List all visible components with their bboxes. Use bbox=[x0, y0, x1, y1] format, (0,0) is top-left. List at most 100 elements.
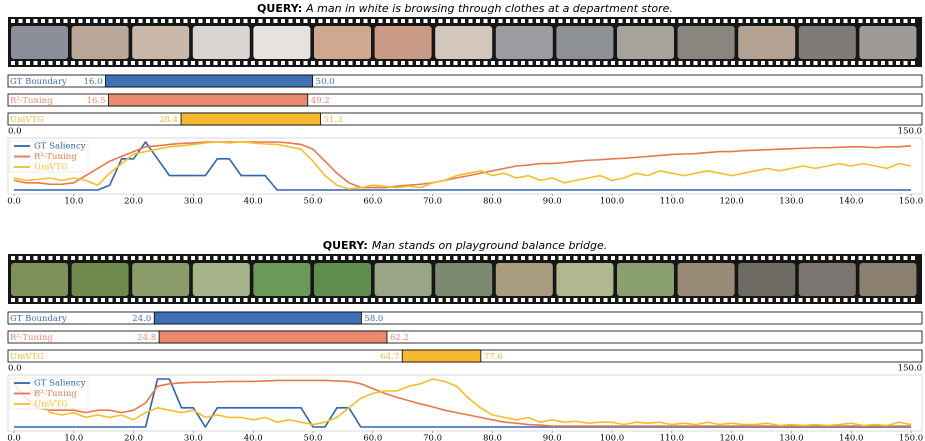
sprocket bbox=[513, 61, 518, 65]
sprocket bbox=[146, 298, 150, 302]
sprocket bbox=[671, 19, 675, 23]
sprocket bbox=[656, 19, 660, 23]
sprocket bbox=[611, 61, 615, 65]
sprocket bbox=[738, 298, 743, 302]
boundary-bar bbox=[108, 93, 309, 107]
sprocket bbox=[288, 298, 293, 302]
sprocket bbox=[813, 298, 818, 302]
sprocket bbox=[363, 298, 368, 302]
sprocket bbox=[761, 298, 765, 302]
sprocket bbox=[303, 256, 308, 260]
boundary-bar bbox=[105, 74, 314, 88]
sprocket bbox=[183, 298, 188, 302]
sprocket bbox=[603, 298, 608, 302]
sprocket bbox=[783, 256, 788, 260]
sprocket bbox=[101, 61, 105, 65]
video-frame bbox=[859, 263, 917, 296]
sprocket bbox=[221, 256, 225, 260]
query-text: A man in white is browsing through cloth… bbox=[305, 2, 673, 15]
sprocket bbox=[26, 298, 30, 302]
video-frame bbox=[495, 26, 553, 59]
sprocket bbox=[581, 298, 585, 302]
sprocket bbox=[828, 19, 833, 23]
sprocket bbox=[258, 19, 263, 23]
boundary-tick-label: 0.0 bbox=[8, 364, 22, 374]
sprocket bbox=[536, 19, 540, 23]
boundary-row bbox=[7, 112, 923, 126]
sprocket bbox=[783, 298, 788, 302]
sprocket bbox=[318, 19, 323, 23]
sprocket bbox=[738, 61, 743, 65]
sprocket bbox=[528, 19, 533, 23]
sprocket bbox=[828, 298, 833, 302]
boundary-start: 24.0 bbox=[132, 314, 151, 324]
sprocket bbox=[41, 256, 45, 260]
video-frame bbox=[738, 263, 796, 296]
x-tick-label: 90.0 bbox=[543, 434, 562, 441]
sprocket bbox=[116, 298, 120, 302]
sprocket bbox=[753, 61, 758, 65]
sprocket bbox=[911, 298, 915, 302]
sprocket bbox=[821, 61, 825, 65]
sprocket bbox=[176, 19, 180, 23]
series-line bbox=[13, 141, 912, 190]
x-tick-label: 70.0 bbox=[423, 434, 442, 441]
plot-frame bbox=[7, 137, 923, 195]
sprocket bbox=[911, 256, 915, 260]
sprocket bbox=[123, 298, 128, 302]
series-line bbox=[13, 141, 912, 189]
query-label: QUERY: bbox=[323, 239, 368, 252]
sprocket bbox=[558, 298, 563, 302]
boundary-end: 49.2 bbox=[311, 96, 330, 106]
sprocket bbox=[438, 256, 443, 260]
x-tick-label: 10.0 bbox=[64, 197, 83, 207]
sprocket bbox=[303, 61, 308, 65]
sprocket bbox=[641, 61, 645, 65]
sprocket bbox=[198, 298, 203, 302]
sprocket bbox=[318, 61, 323, 65]
boundary-bar bbox=[153, 311, 362, 325]
sprocket bbox=[213, 298, 218, 302]
sprocket bbox=[356, 298, 360, 302]
sprocket bbox=[453, 61, 458, 65]
sprocket bbox=[236, 298, 240, 302]
sprocket bbox=[311, 298, 315, 302]
sprocket bbox=[183, 61, 188, 65]
sprocket bbox=[746, 19, 750, 23]
sprocket bbox=[63, 19, 68, 23]
sprocket bbox=[596, 256, 600, 260]
sprocket bbox=[588, 61, 593, 65]
sprocket bbox=[371, 256, 375, 260]
boundary-row bbox=[7, 330, 923, 344]
sprocket bbox=[108, 256, 113, 260]
sprocket bbox=[348, 256, 353, 260]
sprocket bbox=[191, 256, 195, 260]
sprocket bbox=[131, 61, 135, 65]
sprocket bbox=[423, 256, 428, 260]
sprocket bbox=[26, 256, 30, 260]
sprocket bbox=[318, 298, 323, 302]
x-tick-label: 0.0 bbox=[7, 434, 21, 441]
sprocket bbox=[153, 61, 158, 65]
sprocket bbox=[468, 19, 473, 23]
boundary-bar bbox=[401, 349, 482, 363]
sprocket bbox=[491, 19, 495, 23]
sprocket bbox=[813, 61, 818, 65]
sprocket bbox=[131, 19, 135, 23]
x-tick-label: 10.0 bbox=[64, 434, 83, 441]
sprocket bbox=[63, 298, 68, 302]
sprocket bbox=[671, 256, 675, 260]
sprocket bbox=[686, 298, 690, 302]
sprocket bbox=[423, 19, 428, 23]
sprocket bbox=[588, 298, 593, 302]
sprocket bbox=[131, 298, 135, 302]
sprocket bbox=[243, 61, 248, 65]
sprocket bbox=[18, 19, 23, 23]
sprocket bbox=[56, 256, 60, 260]
boundary-row bbox=[7, 93, 923, 107]
sprocket bbox=[326, 61, 330, 65]
sprocket bbox=[798, 19, 803, 23]
sprocket bbox=[888, 298, 893, 302]
sprocket bbox=[326, 19, 330, 23]
sprocket bbox=[701, 298, 705, 302]
